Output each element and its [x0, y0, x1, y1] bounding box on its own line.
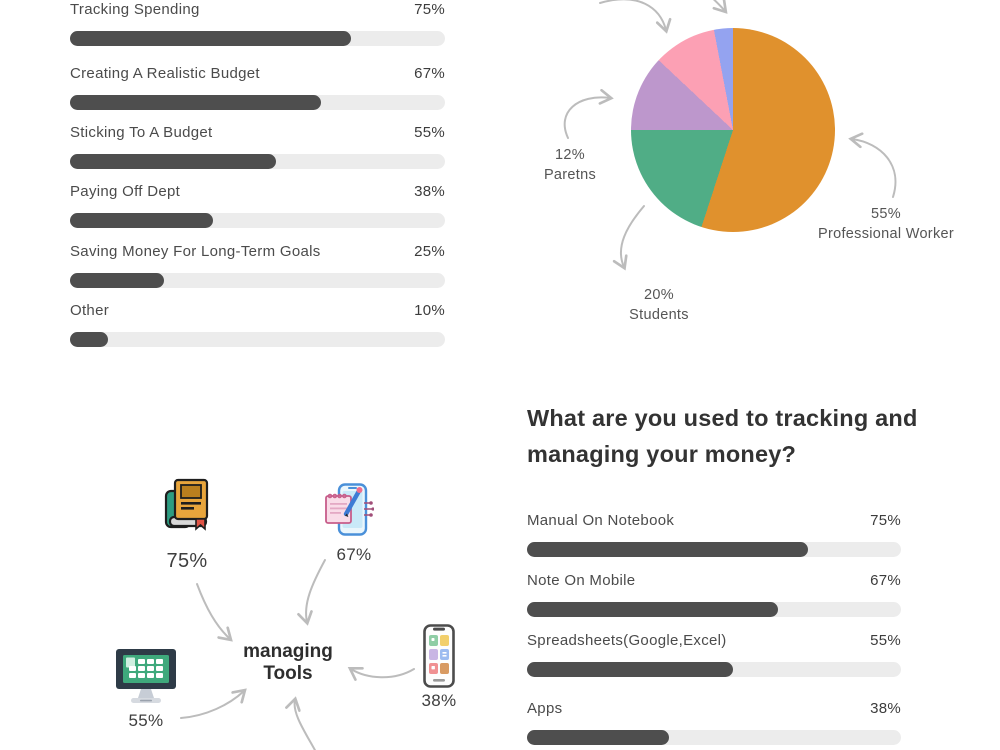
- bar-value: 55%: [414, 124, 445, 141]
- bar-label: Manual On Notebook: [527, 512, 675, 529]
- tools-chart-title: What are you used to tracking and managi…: [527, 400, 927, 472]
- bar-fill: [527, 730, 670, 745]
- bar-item-saving-money: Saving Money For Long-Term Goals 25%: [70, 243, 445, 291]
- pie-label-pct: 20%: [644, 287, 674, 303]
- desktop-spreadsheet-icon: [116, 649, 176, 703]
- pie-label-students: 20% Students: [608, 285, 710, 325]
- bar-item-note-on-mobile: Note On Mobile 67%: [527, 572, 901, 620]
- pie-label-professional-worker: 55% Professional Worker: [812, 204, 960, 244]
- bar-label: Saving Money For Long-Term Goals: [70, 243, 321, 260]
- arrow-bottom-to-center: [285, 696, 317, 750]
- bar-value: 10%: [414, 302, 445, 319]
- bar-label: Other: [70, 302, 110, 319]
- arrow-pink-slice: [599, 0, 672, 34]
- diagram-node-pct-phone-notes: 67%: [336, 545, 372, 564]
- phone-apps-icon: [423, 624, 455, 688]
- pie-label-text: Students: [629, 307, 689, 323]
- bar-track: [70, 31, 445, 46]
- diagram-center-line2: Tools: [263, 663, 313, 684]
- bar-fill: [70, 332, 108, 347]
- bar-track: [527, 602, 901, 617]
- bar-item-other: Other 10%: [70, 302, 445, 350]
- pie-label-text: Paretns: [543, 167, 597, 183]
- bar-item-manual-on-notebook: Manual On Notebook 75%: [527, 512, 901, 560]
- pie-label-paretns: 12% Paretns: [525, 145, 615, 185]
- diagram-node-pct-desktop: 55%: [128, 711, 164, 730]
- arrow-phone-apps-to-center: [347, 666, 415, 681]
- bar-label: Creating A Realistic Budget: [70, 65, 260, 82]
- arrow-professional-slice: [848, 132, 897, 198]
- bar-label: Note On Mobile: [527, 572, 636, 589]
- bar-fill: [527, 602, 778, 617]
- bar-value: 67%: [870, 572, 901, 589]
- bar-track: [70, 95, 445, 110]
- bar-item-tracking-spending: Tracking Spending 75%: [70, 1, 445, 49]
- bar-value: 67%: [414, 65, 445, 82]
- bar-track: [527, 662, 901, 677]
- arrow-blue-slice: [712, 0, 728, 14]
- bar-value: 55%: [870, 632, 901, 649]
- bar-label: Sticking To A Budget: [70, 124, 213, 141]
- pie-graphic: [631, 28, 835, 232]
- bar-value: 75%: [414, 1, 445, 18]
- diagram-node-pct-phone-apps: 38%: [421, 691, 457, 710]
- bar-fill: [70, 154, 277, 169]
- bar-track: [527, 730, 901, 745]
- bar-track: [70, 332, 445, 347]
- arrow-paretns-slice: [563, 88, 614, 139]
- arrow-students-label: [612, 205, 645, 271]
- bar-label: Spreadsheets(Google,Excel): [527, 632, 727, 649]
- bar-value: 38%: [414, 183, 445, 200]
- bar-track: [70, 213, 445, 228]
- pie-label-text: Professional Worker: [818, 226, 954, 242]
- bar-fill: [527, 542, 808, 557]
- arrow-desktop-to-center: [180, 688, 247, 719]
- bar-label: Tracking Spending: [70, 1, 200, 18]
- tools-chart-title-line2: managing your money?: [527, 441, 797, 467]
- pie-label-pct: 55%: [871, 206, 901, 222]
- bar-item-realistic-budget: Creating A Realistic Budget 67%: [70, 65, 445, 113]
- bar-value: 25%: [414, 243, 445, 260]
- bar-track: [70, 154, 445, 169]
- tools-chart-title-line1: What are you used to tracking and: [527, 405, 918, 431]
- arrow-notebook-to-center: [196, 583, 233, 642]
- bar-label: Apps: [527, 700, 563, 717]
- bar-fill: [527, 662, 733, 677]
- bar-track: [70, 273, 445, 288]
- bar-fill: [70, 95, 322, 110]
- pie-label-pct: 12%: [555, 147, 585, 163]
- bar-item-sticking-budget: Sticking To A Budget 55%: [70, 124, 445, 172]
- bar-label: Paying Off Dept: [70, 183, 181, 200]
- bar-item-paying-off-dept: Paying Off Dept 38%: [70, 183, 445, 231]
- arrow-phone-notes-to-center: [297, 559, 326, 626]
- bar-track: [527, 542, 901, 557]
- notebook-books-icon: [164, 478, 209, 531]
- bar-fill: [70, 273, 164, 288]
- bar-value: 38%: [870, 700, 901, 717]
- diagram-center-label: managing Tools: [228, 641, 348, 685]
- bar-item-apps: Apps 38%: [527, 700, 901, 748]
- phone-notes-icon: [325, 483, 374, 536]
- bar-fill: [70, 213, 213, 228]
- diagram-node-pct-notebook: 75%: [166, 550, 208, 572]
- diagram-center-line1: managing: [243, 641, 333, 662]
- bar-fill: [70, 31, 352, 46]
- bar-value: 75%: [870, 512, 901, 529]
- bar-item-spreadsheets: Spreadsheets(Google,Excel) 55%: [527, 632, 901, 680]
